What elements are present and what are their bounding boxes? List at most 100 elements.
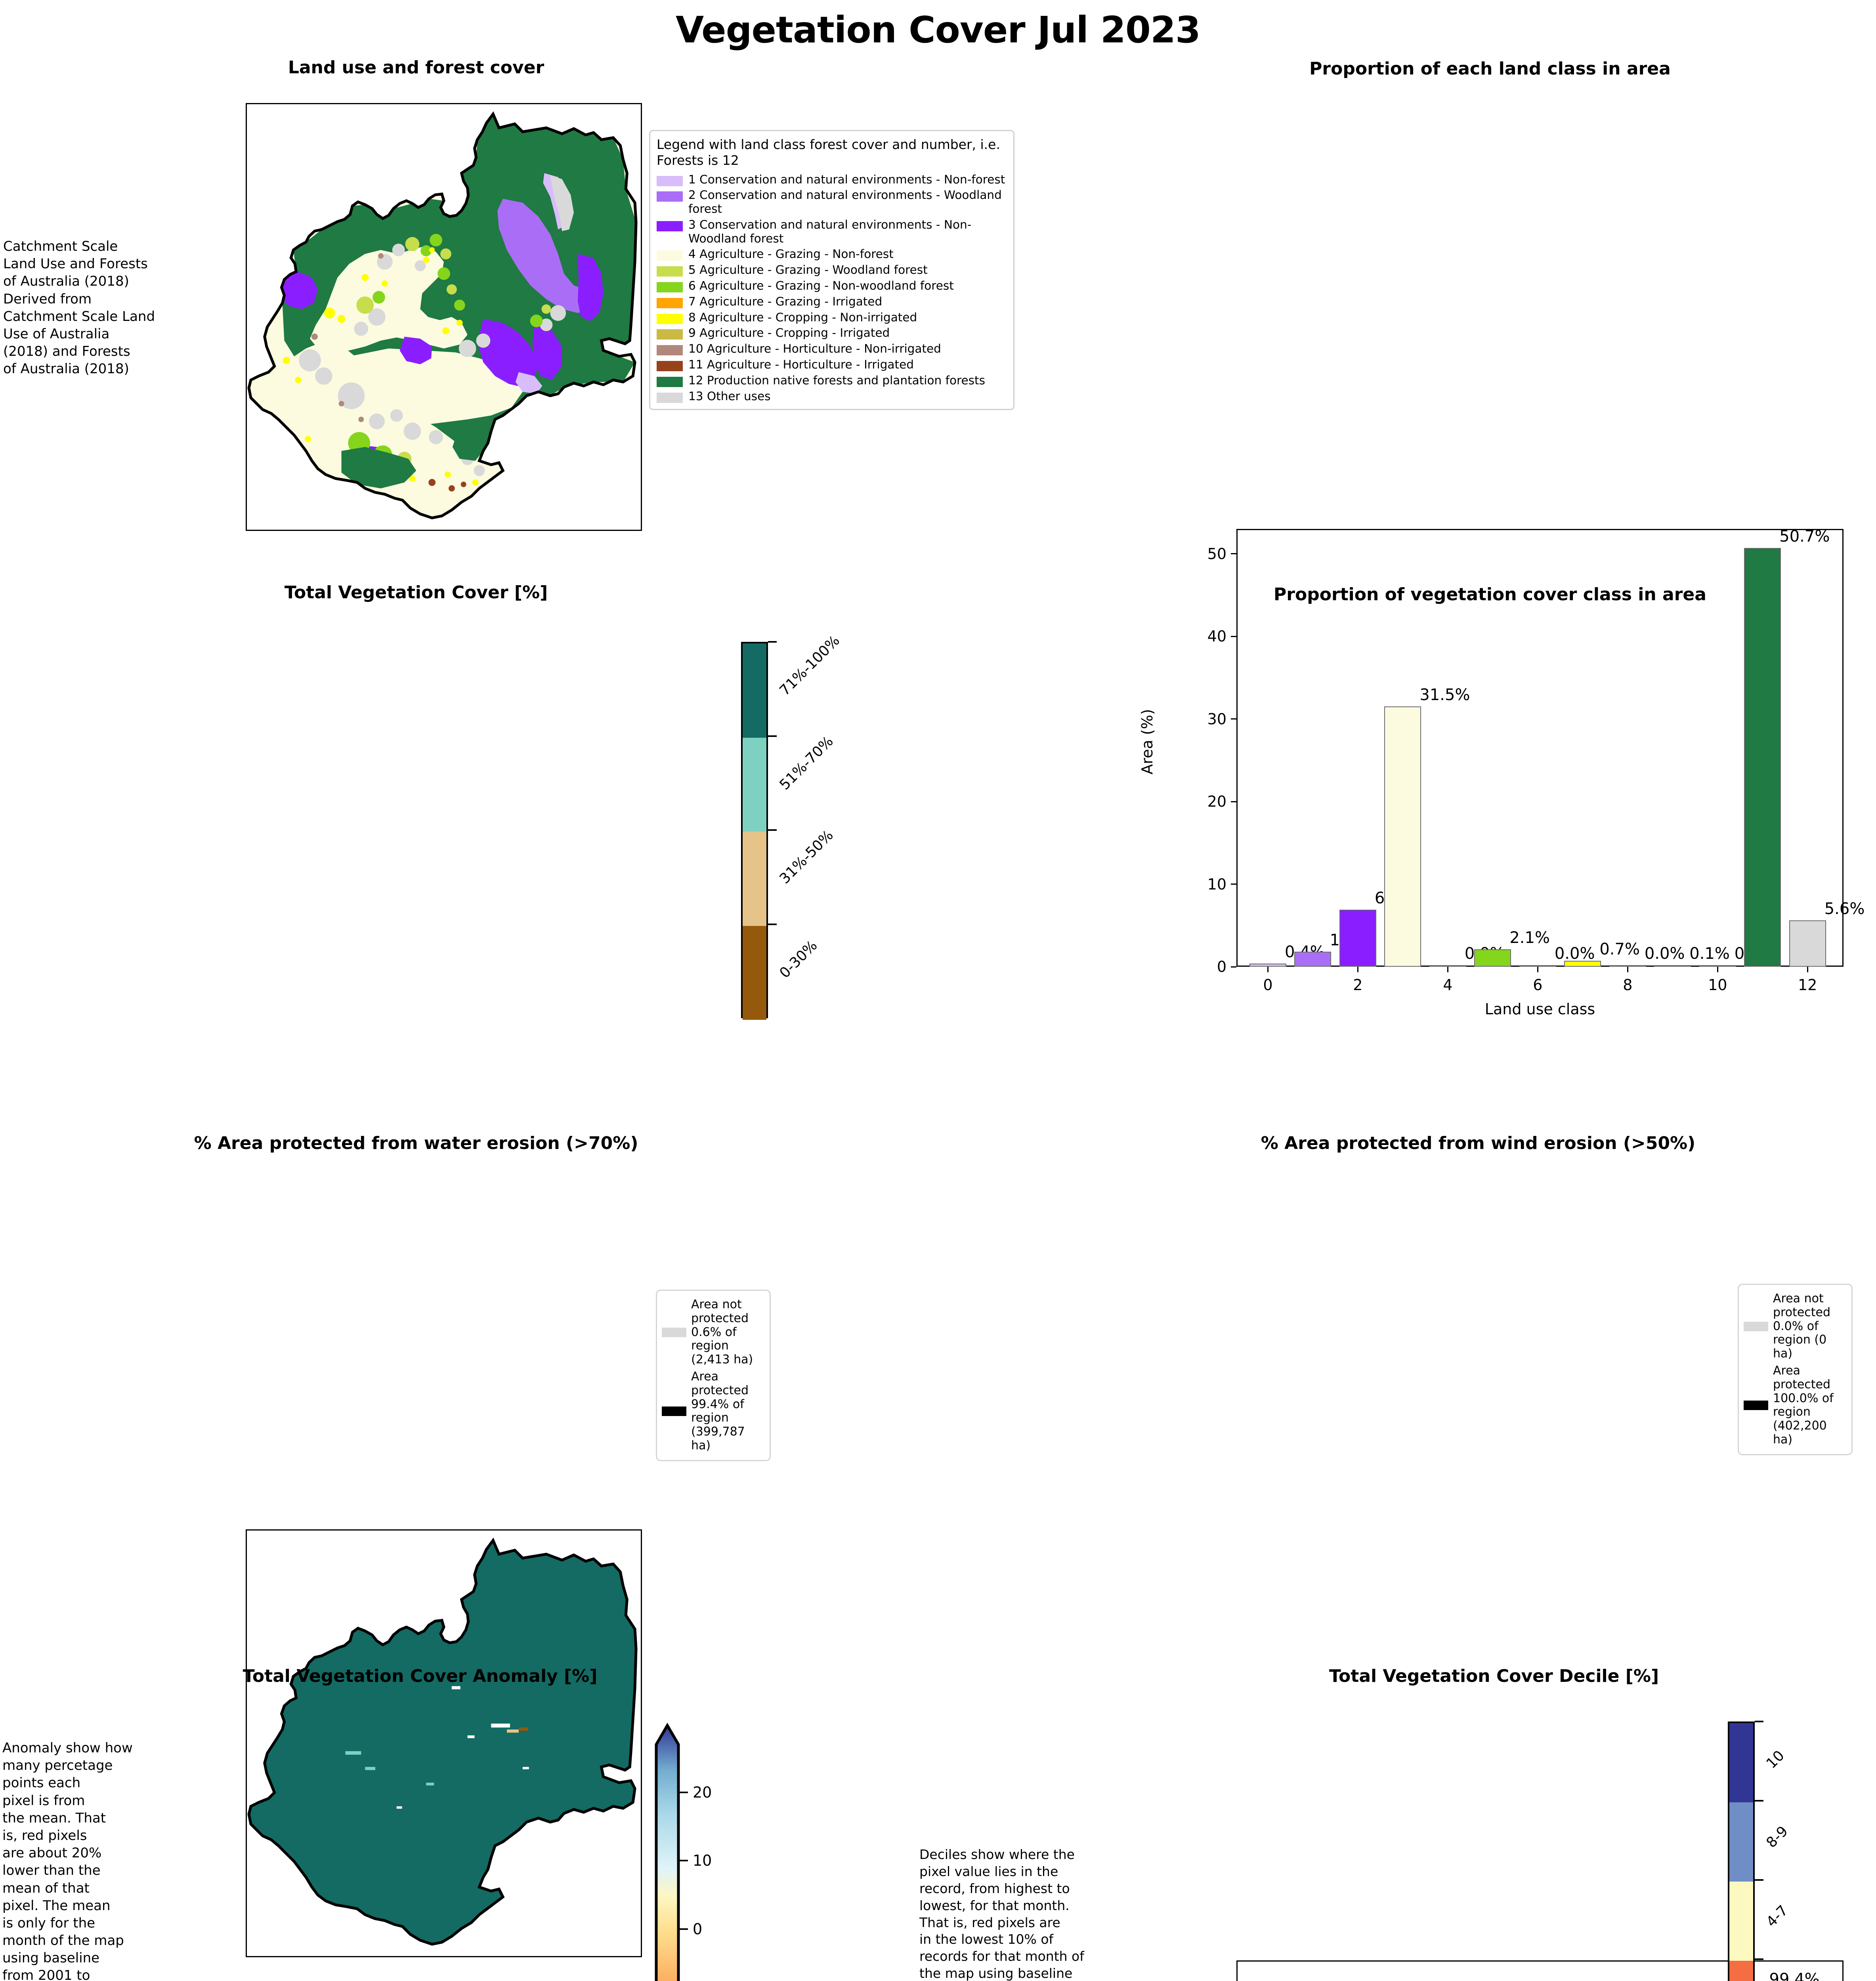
land-use-regions (248, 114, 636, 518)
land-use-legend-label: 12 Production native forests and plantat… (688, 374, 985, 387)
not-protected-label: Area not protected 0.0% of region (0 ha) (1773, 1292, 1830, 1361)
y-tick-mark (1231, 718, 1236, 720)
land-use-legend-item: 2 Conservation and natural environments … (657, 188, 1007, 216)
bar (1699, 965, 1736, 967)
land-use-legend-label: 10 Agriculture - Horticulture - Non-irri… (688, 342, 941, 356)
land-use-legend-swatch (657, 329, 683, 340)
y-tick-mark (1231, 553, 1236, 555)
bar (1519, 965, 1556, 967)
y-tick-label: 40 (1171, 628, 1226, 645)
land-use-legend-item: 1 Conservation and natural environments … (657, 173, 1007, 187)
veg-cover-map-svg (247, 1537, 638, 1946)
colorbar-label: 10 (1763, 1748, 1788, 1772)
bar-value-label: 0.0% (1555, 945, 1595, 963)
land-use-legend-swatch (657, 298, 683, 308)
land-class-bar-chart: 010203040500.4%1.8%6.9%31.5%0.0%2.1%0.0%… (1118, 511, 1865, 1018)
colorbar-tick (1755, 1879, 1763, 1881)
colorbar-tick (768, 735, 777, 737)
bar-value-label: 0.7% (1599, 940, 1640, 958)
land-use-legend-item: 7 Agriculture - Grazing - Irrigated (657, 295, 1007, 309)
bar (1474, 949, 1511, 967)
colorbar-segment (1729, 1723, 1753, 1802)
catchment-outline (247, 111, 638, 519)
x-tick-mark (1447, 967, 1448, 972)
page-title: Vegetation Cover Jul 2023 (0, 9, 1876, 51)
land-use-map (246, 103, 642, 531)
bar-value-label: 50.7% (1779, 527, 1830, 546)
bar (1609, 965, 1646, 967)
land-use-legend-swatch (657, 221, 683, 231)
y-tick-mark (1231, 801, 1236, 802)
bar-value-label: 5.6% (1824, 900, 1865, 918)
anomaly-colorbar (655, 1723, 680, 1981)
land-use-legend-label: 11 Agriculture - Horticulture - Irrigate… (688, 358, 914, 372)
protected-label: Area protected 99.4% of region (399,787 … (691, 1370, 749, 1453)
colorbar-label: 71%-100% (777, 633, 843, 699)
not-protected-label: Area not protected 0.6% of region (2,413… (691, 1298, 753, 1367)
land-use-legend-swatch (657, 376, 683, 387)
x-tick-label: 2 (1334, 976, 1381, 994)
bar-value-label: 31.5% (1419, 686, 1470, 704)
y-tick-label: 30 (1171, 710, 1226, 728)
land-use-legend-label: 13 Other uses (688, 389, 771, 403)
not-protected-swatch (662, 1327, 686, 1337)
decile-map-title: Total Vegetation Cover Decile [%] (1217, 1666, 1771, 1686)
land-use-map-svg (247, 111, 638, 519)
decile-note: Deciles show where the pixel value lies … (919, 1846, 1141, 1981)
colorbar-tick (679, 1791, 688, 1793)
bar-value-label: 0.1% (1689, 945, 1730, 963)
y-tick-label: 20 (1171, 793, 1226, 810)
chart1-y-axis-label: Area (%) (1139, 690, 1156, 793)
land-use-legend-swatch (657, 266, 683, 277)
colorbar-label: 51%-70% (777, 733, 837, 793)
bar (1294, 952, 1332, 967)
land-use-legend-swatch (657, 313, 683, 324)
land-use-legend-label: 3 Conservation and natural environments … (688, 218, 1007, 246)
colorbar-label: 20 (693, 1784, 712, 1801)
y-tick-label: 100 (1171, 1980, 1226, 1981)
colorbar-segment (743, 643, 766, 738)
data-source-note: Catchment Scale Land Use and Forests of … (3, 238, 162, 378)
colorbar-segment (743, 832, 766, 926)
bar (1429, 965, 1466, 967)
colorbar-tick (768, 923, 777, 925)
land-use-legend-item: 10 Agriculture - Horticulture - Non-irri… (657, 342, 1007, 356)
bar (1339, 910, 1376, 967)
land-use-legend-swatch (657, 191, 683, 202)
colorbar-segment (1729, 1882, 1753, 1961)
colorbar-label: 31%-50% (777, 827, 837, 887)
wind-erosion-legend: Area not protected 0.0% of region (0 ha)… (1738, 1284, 1853, 1455)
land-use-legend-label: 8 Agriculture - Cropping - Non-irrigated (688, 311, 917, 324)
bar (1744, 548, 1781, 967)
protected-swatch (1744, 1401, 1768, 1410)
colorbar-tick (1755, 1958, 1763, 1960)
land-use-legend-item: 3 Conservation and natural environments … (657, 218, 1007, 246)
x-tick-label: 4 (1424, 976, 1471, 994)
colorbar-tick (679, 1928, 688, 1930)
bar-value-label: 0.0% (1645, 945, 1685, 963)
y-tick-mark (1231, 636, 1236, 637)
land-use-legend-item: 8 Agriculture - Cropping - Non-irrigated (657, 311, 1007, 324)
x-tick-mark (1717, 967, 1718, 972)
x-tick-mark (1357, 967, 1358, 972)
land-use-legend-item: 9 Agriculture - Cropping - Irrigated (657, 326, 1007, 340)
colorbar-tick (768, 829, 777, 831)
land-use-legend-label: 7 Agriculture - Grazing - Irrigated (688, 295, 882, 309)
protected-label: Area protected 100.0% of region (402,200… (1773, 1364, 1834, 1447)
colorbar-tick (679, 1860, 688, 1862)
anomaly-note: Anomaly show how many percetage points e… (2, 1739, 161, 1981)
bar (1384, 706, 1421, 967)
wind-erosion-legend-row-protected: Area protected 100.0% of region (402,200… (1744, 1364, 1847, 1447)
wind-erosion-map-title: % Area protected from wind erosion (>50%… (1201, 1133, 1756, 1153)
x-tick-label: 8 (1604, 976, 1651, 994)
land-use-legend: Legend with land class forest cover and … (649, 130, 1014, 410)
water-erosion-legend-row-protected: Area protected 99.4% of region (399,787 … (662, 1370, 765, 1453)
wind-erosion-legend-row-not-protected: Area not protected 0.0% of region (0 ha) (1744, 1292, 1847, 1361)
bar-value-label: 2.1% (1509, 929, 1550, 947)
colorbar-tick (1755, 1721, 1763, 1722)
colorbar-segment (1729, 1961, 1753, 1981)
decile-colorbar (1728, 1721, 1755, 1981)
veg-cover-chart-title: Proportion of vegetation cover class in … (1118, 584, 1863, 605)
colorbar-tick (1755, 1800, 1763, 1802)
